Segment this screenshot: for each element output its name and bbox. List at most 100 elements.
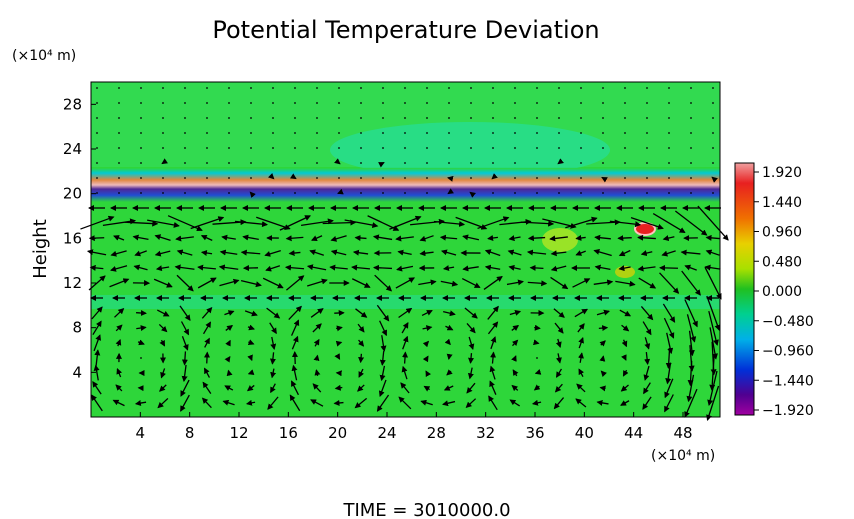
- vector-dot: [426, 192, 428, 194]
- velocity-vector: [402, 335, 409, 350]
- vector-dot: [316, 147, 318, 149]
- vector-dot: [206, 192, 208, 194]
- velocity-vector: [642, 396, 652, 410]
- vector-dot: [184, 102, 186, 104]
- vector-dot: [690, 192, 692, 194]
- velocity-vector: [134, 400, 147, 406]
- velocity-vector: [644, 351, 651, 365]
- vector-dot: [492, 192, 494, 194]
- velocity-vector: [529, 264, 544, 271]
- velocity-vector: [601, 176, 608, 183]
- vector-dot: [96, 177, 98, 179]
- velocity-vector: [249, 191, 256, 198]
- velocity-vector: [709, 356, 716, 391]
- vector-dot: [514, 102, 516, 104]
- vector-dot: [514, 132, 516, 134]
- vector-dot: [602, 162, 604, 164]
- velocity-vector: [596, 309, 610, 316]
- velocity-vector: [665, 362, 672, 385]
- vector-dot: [338, 102, 340, 104]
- velocity-vector: [288, 305, 302, 320]
- velocity-vector: [314, 369, 321, 376]
- vector-dot: [118, 117, 120, 119]
- vector-dot: [646, 102, 648, 104]
- vector-dot: [338, 117, 340, 119]
- velocity-vector: [398, 396, 412, 410]
- velocity-vector: [534, 369, 542, 375]
- velocity-vector: [219, 249, 238, 256]
- velocity-vector: [705, 234, 720, 241]
- velocity-vector: [376, 304, 390, 322]
- velocity-vector: [92, 381, 102, 395]
- vector-dot: [448, 102, 450, 104]
- vector-dot: [382, 147, 384, 149]
- vector-dot: [668, 102, 670, 104]
- colorbar-gradient: [734, 162, 755, 416]
- vector-dot: [360, 177, 362, 179]
- velocity-vector: [395, 235, 414, 242]
- velocity-vector: [313, 354, 320, 362]
- velocity-vector: [247, 324, 255, 331]
- velocity-vector: [136, 310, 147, 316]
- vector-dot: [646, 87, 648, 89]
- vector-dot: [96, 192, 98, 194]
- time-footer: TIME = 3010000.0: [342, 500, 510, 519]
- colorbar-label: −0.960: [762, 344, 814, 360]
- vector-dot: [316, 87, 318, 89]
- velocity-vector: [264, 249, 281, 257]
- velocity-vector: [307, 278, 328, 287]
- velocity-vector: [507, 249, 522, 256]
- velocity-vector: [158, 323, 168, 333]
- velocity-vector: [389, 215, 422, 230]
- velocity-vector: [167, 215, 203, 232]
- velocity-vector: [665, 347, 672, 369]
- velocity-vector: [334, 384, 343, 391]
- velocity-vector: [644, 337, 651, 350]
- vector-dot: [382, 132, 384, 134]
- vector-dot: [646, 162, 648, 164]
- vector-dot: [162, 87, 164, 89]
- velocity-vector: [469, 191, 476, 198]
- velocity-vector: [291, 364, 298, 381]
- vector-dot: [624, 117, 626, 119]
- vector-dot: [206, 132, 208, 134]
- vector-dot: [228, 192, 230, 194]
- x-tick-label: 16: [279, 424, 298, 442]
- vector-dot: [690, 117, 692, 119]
- velocity-vector: [418, 279, 437, 286]
- velocity-vector: [664, 378, 674, 399]
- velocity-vector: [245, 399, 256, 406]
- vector-dot: [294, 87, 296, 89]
- velocity-vector: [269, 322, 277, 335]
- velocity-vector: [618, 265, 631, 272]
- velocity-vector: [335, 340, 343, 347]
- velocity-vector: [640, 250, 653, 257]
- velocity-vector: [447, 188, 454, 195]
- vector-dot: [580, 132, 582, 134]
- velocity-vector: [136, 325, 147, 332]
- vector-dot: [492, 87, 494, 89]
- velocity-vector: [578, 368, 585, 378]
- vector-dot: [448, 117, 450, 119]
- velocity-vector: [577, 323, 585, 333]
- velocity-vector: [527, 280, 548, 287]
- velocity-vector: [398, 307, 413, 319]
- vector-dot: [624, 192, 626, 194]
- vector-dot: [404, 87, 406, 89]
- vector-dot: [580, 192, 582, 194]
- velocity-vector: [102, 218, 137, 227]
- vector-dot: [624, 162, 626, 164]
- velocity-vector: [511, 384, 519, 392]
- velocity-vector: [599, 385, 606, 392]
- velocity-vector: [439, 234, 458, 241]
- velocity-vector: [705, 249, 720, 256]
- vector-dot: [272, 162, 274, 164]
- velocity-vector: [681, 270, 701, 296]
- velocity-vector: [380, 335, 387, 352]
- vector-dot: [426, 177, 428, 179]
- vector-dot: [690, 147, 692, 149]
- velocity-vector: [334, 353, 341, 360]
- vector-dot: [558, 132, 560, 134]
- vector-dot: [338, 147, 340, 149]
- vector-dot: [690, 87, 692, 89]
